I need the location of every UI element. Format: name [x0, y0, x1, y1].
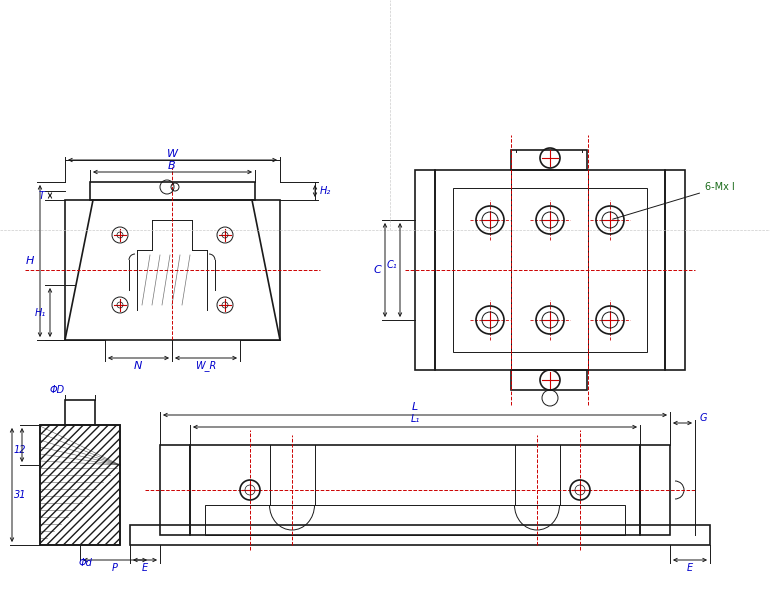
Text: E: E — [142, 563, 148, 573]
Text: 12: 12 — [14, 445, 26, 455]
Bar — [65, 400, 95, 425]
Bar — [65, 200, 280, 340]
Bar — [160, 445, 190, 535]
Text: W_R: W_R — [196, 360, 216, 372]
Text: P: P — [112, 563, 118, 573]
Bar — [415, 170, 435, 370]
Bar — [453, 188, 647, 352]
Text: C₁: C₁ — [387, 260, 397, 270]
Bar — [130, 525, 710, 545]
Text: Φd: Φd — [78, 558, 92, 568]
Text: T: T — [39, 191, 45, 201]
Bar — [511, 370, 587, 390]
Text: H: H — [26, 256, 34, 266]
Bar — [40, 425, 120, 545]
Text: ΦD: ΦD — [49, 385, 65, 395]
Text: E: E — [687, 563, 693, 573]
Bar — [511, 150, 587, 170]
Bar — [665, 170, 685, 370]
Text: B: B — [168, 161, 176, 171]
Text: W: W — [166, 149, 178, 159]
Text: 6-Mx l: 6-Mx l — [613, 182, 735, 219]
Bar — [90, 182, 255, 200]
Text: 31: 31 — [14, 490, 26, 500]
Text: N: N — [134, 361, 142, 371]
Bar — [640, 445, 670, 535]
Text: H₁: H₁ — [35, 308, 45, 318]
Text: L: L — [412, 402, 418, 412]
Bar — [435, 170, 665, 370]
Bar — [40, 425, 120, 545]
Bar — [205, 505, 625, 535]
Text: C: C — [373, 265, 381, 275]
Bar — [190, 445, 640, 535]
Text: L₁: L₁ — [410, 414, 420, 424]
Text: G: G — [699, 413, 707, 423]
Text: H₂: H₂ — [320, 186, 330, 196]
